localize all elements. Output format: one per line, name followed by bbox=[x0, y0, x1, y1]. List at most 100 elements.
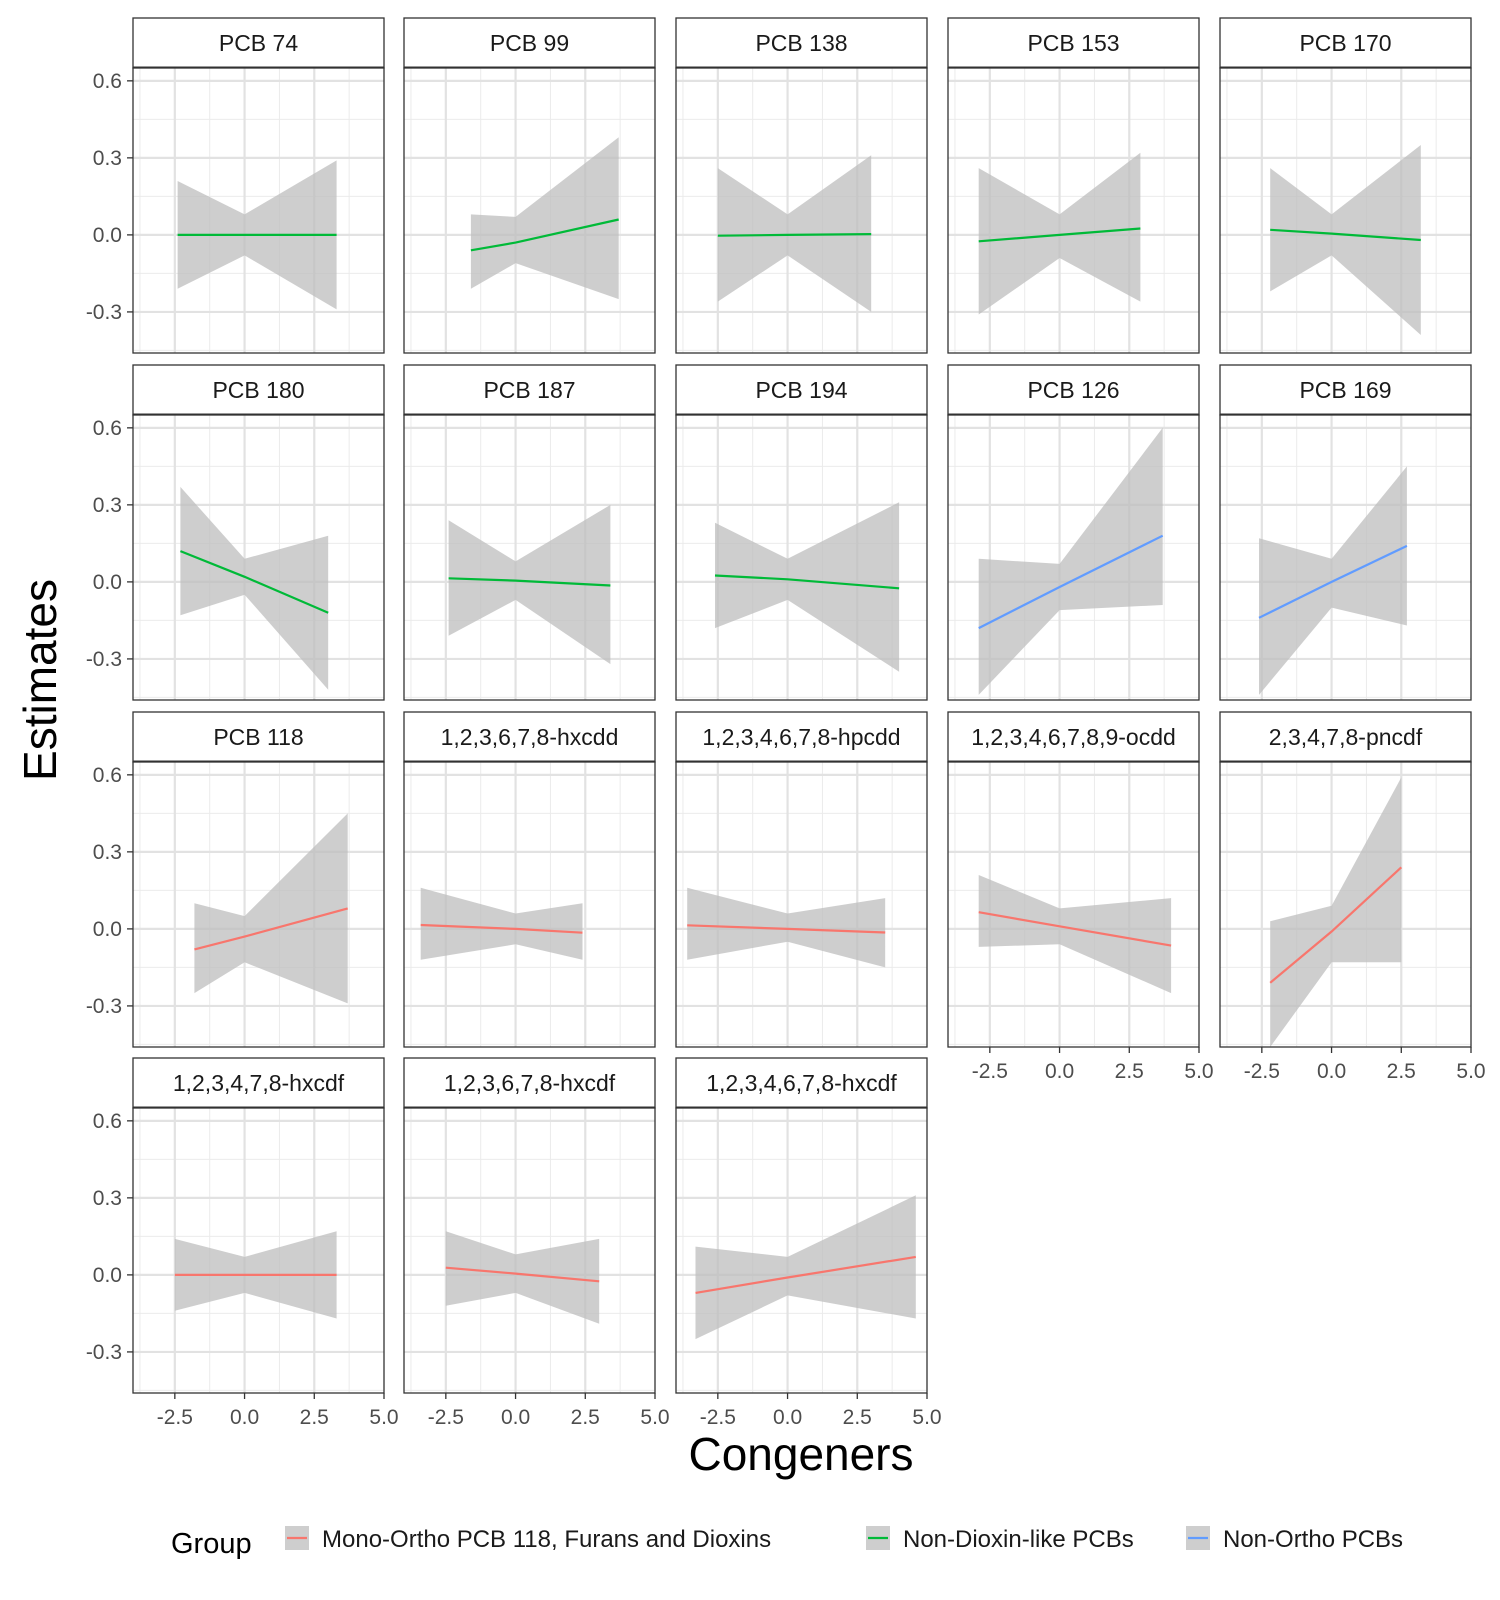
y-tick-label: 0.0 bbox=[93, 571, 122, 594]
panel-border bbox=[1219, 67, 1472, 354]
facet-label: PCB 118 bbox=[213, 724, 303, 750]
x-tick-label: 0.0 bbox=[230, 1406, 259, 1429]
x-tick-label: 2.5 bbox=[300, 1406, 329, 1429]
x-tick-label: -2.5 bbox=[700, 1406, 736, 1429]
facet-label: PCB 99 bbox=[490, 30, 569, 56]
legend-label: Non-Dioxin-like PCBs bbox=[903, 1526, 1134, 1553]
strip-box bbox=[675, 364, 928, 416]
facet-label: PCB 170 bbox=[1299, 30, 1391, 56]
confidence-band bbox=[687, 887, 886, 968]
facet-panel: 1,2,3,4,6,7,8-hpcdd bbox=[675, 711, 928, 1048]
facet-label: PCB 169 bbox=[1299, 377, 1391, 403]
y-tick-label: 0.0 bbox=[93, 224, 122, 247]
confidence-band bbox=[445, 1231, 600, 1324]
panel-border bbox=[1219, 414, 1472, 701]
estimate-line bbox=[448, 577, 611, 587]
panel-border bbox=[675, 1107, 928, 1394]
strip-box bbox=[1219, 17, 1472, 69]
x-tick-label: -2.5 bbox=[1244, 1060, 1280, 1083]
confidence-band bbox=[978, 875, 1172, 994]
estimate-line bbox=[978, 227, 1141, 243]
facet-panel: 2,3,4,7,8-pncdf -2.5 0.0 2.5 5.0 bbox=[1219, 711, 1486, 1083]
facet-label: PCB 194 bbox=[755, 377, 847, 403]
x-tick-label: -2.5 bbox=[157, 1406, 193, 1429]
panel-border bbox=[132, 761, 385, 1048]
x-tick-label: -2.5 bbox=[428, 1406, 464, 1429]
plot-background bbox=[404, 1108, 655, 1393]
strip-box bbox=[1219, 711, 1472, 763]
y-tick-label: 0.6 bbox=[93, 1110, 122, 1133]
facet-panel: PCB 187 bbox=[403, 364, 656, 701]
estimate-line bbox=[194, 907, 348, 951]
confidence-band bbox=[180, 486, 329, 690]
panel-border bbox=[403, 414, 656, 701]
estimate-line bbox=[978, 534, 1164, 630]
facet-label: PCB 180 bbox=[212, 377, 304, 403]
facet-panel: PCB 138 bbox=[675, 17, 928, 354]
strip-box bbox=[947, 17, 1200, 69]
x-tick-label: 0.0 bbox=[773, 1406, 802, 1429]
x-tick-label: 5.0 bbox=[640, 1406, 669, 1429]
panel-border bbox=[132, 1107, 385, 1394]
panel-border bbox=[675, 414, 928, 701]
strip-box bbox=[947, 711, 1200, 763]
facet-panel: 1,2,3,4,7,8-hxcdf -0.3 0.0 0.3 0.6 -2.5 0.0 2.5… bbox=[86, 1057, 399, 1429]
confidence-band bbox=[420, 887, 583, 960]
panel-border bbox=[132, 414, 385, 701]
estimate-line bbox=[470, 218, 619, 252]
strip-box bbox=[675, 17, 928, 69]
strip-box bbox=[132, 17, 385, 69]
panel-border bbox=[403, 67, 656, 354]
x-tick-label: 0.0 bbox=[501, 1406, 530, 1429]
confidence-band bbox=[717, 155, 872, 312]
confidence-band bbox=[978, 427, 1163, 695]
x-tick-label: 5.0 bbox=[1456, 1060, 1485, 1083]
x-tick-label: 5.0 bbox=[1184, 1060, 1213, 1083]
facet-panel: PCB 194 bbox=[675, 364, 928, 701]
x-tick-label: 2.5 bbox=[571, 1406, 600, 1429]
estimate-line bbox=[1258, 544, 1408, 619]
strip-box bbox=[132, 711, 385, 763]
facet-label: 1,2,3,6,7,8-hxcdf bbox=[444, 1070, 616, 1096]
panel-border bbox=[947, 414, 1200, 701]
panel-border bbox=[1219, 761, 1472, 1048]
facet-label: 1,2,3,4,7,8-hxcdf bbox=[173, 1070, 345, 1096]
facet-label: 1,2,3,4,6,7,8,9-ocdd bbox=[971, 724, 1176, 750]
y-tick-label: 0.6 bbox=[93, 764, 122, 787]
facet-label: PCB 187 bbox=[483, 377, 575, 403]
y-tick-label: 0.6 bbox=[93, 417, 122, 440]
strip-box bbox=[132, 1057, 385, 1109]
estimate-line bbox=[714, 574, 900, 590]
strip-box bbox=[403, 17, 656, 69]
facet-panel: PCB 169 bbox=[1219, 364, 1472, 701]
strip-box bbox=[675, 711, 928, 763]
x-tick-label: 2.5 bbox=[1387, 1060, 1416, 1083]
legend-entry: Mono-Ortho PCB 118, Furans and Dioxins bbox=[285, 1526, 771, 1553]
legend-title: Group bbox=[171, 1528, 252, 1560]
facet-panel: PCB 153 bbox=[947, 17, 1200, 354]
confidence-band bbox=[1270, 777, 1402, 1047]
facet-label: PCB 138 bbox=[755, 30, 847, 56]
facet-panel: PCB 74 -0.3 0.0 0.3 0.6 bbox=[86, 17, 385, 354]
facet-panel: PCB 118 -0.3 0.0 0.3 0.6 bbox=[86, 711, 385, 1048]
y-tick-label: -0.3 bbox=[86, 1341, 122, 1364]
estimate-line bbox=[695, 1255, 916, 1294]
facet-panel: 1,2,3,4,6,7,8,9-ocdd -2.5 0.0 2.5 5.0 bbox=[947, 711, 1214, 1083]
panel-border bbox=[403, 761, 656, 1048]
y-tick-label: -0.3 bbox=[86, 301, 122, 324]
confidence-band bbox=[470, 137, 619, 300]
legend-entry: Non-Ortho PCBs bbox=[1186, 1526, 1403, 1553]
confidence-band bbox=[715, 502, 900, 672]
strip-box bbox=[403, 364, 656, 416]
y-tick-label: 0.3 bbox=[93, 1187, 122, 1210]
x-tick-label: 5.0 bbox=[369, 1406, 398, 1429]
facet-label: PCB 126 bbox=[1027, 377, 1119, 403]
x-tick-label: 0.0 bbox=[1045, 1060, 1074, 1083]
panels-layer: PCB 74 -0.3 0.0 0.3 0.6 PCB 99 PCB 138 PCB 153 P… bbox=[86, 17, 1486, 1429]
y-tick-label: 0.3 bbox=[93, 147, 122, 170]
y-tick-label: 0.3 bbox=[93, 494, 122, 517]
y-axis-title: Estimates bbox=[14, 579, 66, 781]
y-tick-label: 0.3 bbox=[93, 841, 122, 864]
panel-border bbox=[675, 67, 928, 354]
